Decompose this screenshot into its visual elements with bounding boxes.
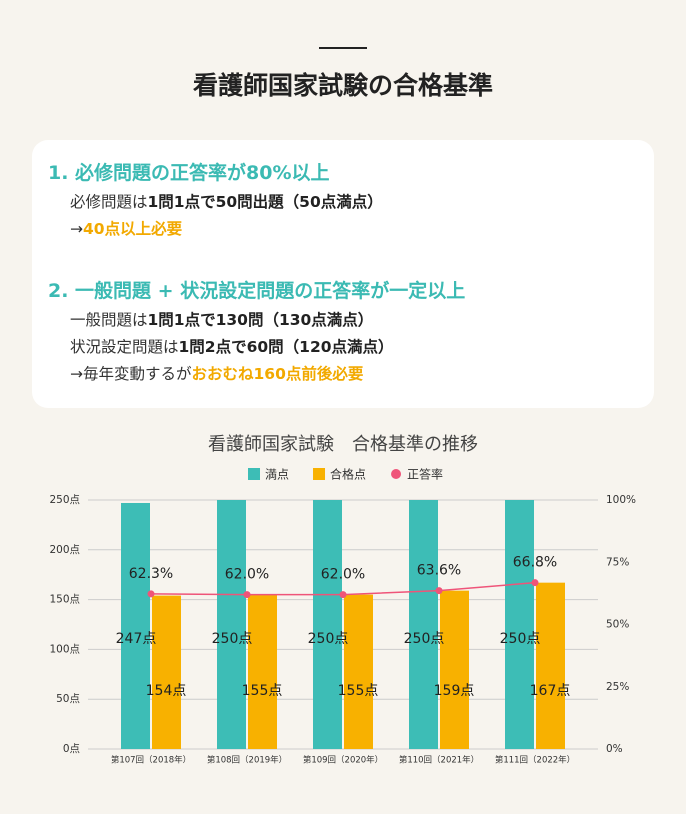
text-segment: 1問1点で130問（130点満点） xyxy=(147,311,374,329)
text-segment: 1問1点で50問出題（50点満点） xyxy=(147,193,383,211)
text-segment: →毎年変動するが xyxy=(70,365,192,383)
value-label: 62.3% xyxy=(129,566,173,582)
value-label: 159点 xyxy=(434,683,475,699)
value-label: 66.8% xyxy=(513,555,557,571)
x-tick-label: 第111回（2022年） xyxy=(495,755,575,766)
legend-label: 満点 xyxy=(265,468,289,482)
value-label: 62.0% xyxy=(225,567,269,583)
value-label: 250点 xyxy=(500,631,541,647)
text-segment: → xyxy=(70,220,83,238)
y2-tick-label: 100% xyxy=(606,494,636,506)
card-line: →40点以上必要 xyxy=(70,216,383,243)
y-tick-label: 0点 xyxy=(63,743,80,755)
bar xyxy=(505,500,534,749)
card-item: 2. 一般問題 + 状況設定問題の正答率が一定以上一般問題は1問1点で130問（… xyxy=(32,276,465,388)
line-point xyxy=(339,591,347,599)
value-label: 154点 xyxy=(146,683,187,699)
value-label: 167点 xyxy=(530,683,571,699)
y-tick-label: 250点 xyxy=(49,494,80,506)
y2-tick-label: 75% xyxy=(606,556,629,568)
chart-title: 看護師国家試験 合格基準の推移 xyxy=(208,434,478,455)
bar xyxy=(344,594,373,749)
value-label: 250点 xyxy=(212,631,253,647)
card-line: 状況設定問題は1問2点で60問（120点満点） xyxy=(70,334,465,361)
x-tick-label: 第110回（2021年） xyxy=(399,755,479,766)
value-label: 250点 xyxy=(404,631,445,647)
bar xyxy=(248,594,277,749)
line-point xyxy=(435,587,443,595)
page-title: 看護師国家試験の合格基準 xyxy=(192,71,493,100)
x-tick-label: 第109回（2020年） xyxy=(303,755,383,766)
card-item: 1. 必修問題の正答率が80%以上 必修問題は1問1点で50問出題（50点満点） →… xyxy=(32,158,383,243)
bar xyxy=(313,500,342,749)
divider xyxy=(319,47,367,49)
line-point xyxy=(243,591,251,599)
text-segment: 40点以上必要 xyxy=(83,220,183,238)
card-line: 一般問題は1問1点で130問（130点満点） xyxy=(70,307,465,334)
y-tick-label: 100点 xyxy=(49,643,80,655)
text-segment: 状況設定問題は xyxy=(70,338,179,356)
legend-marker xyxy=(313,468,326,480)
card-heading: 2. 一般問題 + 状況設定問題の正答率が一定以上 xyxy=(48,280,466,302)
bar xyxy=(440,590,469,749)
y2-tick-label: 25% xyxy=(606,681,629,693)
card-line: 必修問題は1問1点で50問出題（50点満点） xyxy=(70,189,383,216)
x-tick-label: 第107回（2018年） xyxy=(111,755,191,766)
legend-marker xyxy=(391,469,402,479)
card-heading: 1. 必修問題の正答率が80%以上 xyxy=(48,162,330,184)
legend-label: 合格点 xyxy=(330,467,366,482)
bar xyxy=(217,500,246,749)
text-segment: 一般問題は xyxy=(70,311,148,329)
value-label: 63.6% xyxy=(417,563,461,579)
value-label: 62.0% xyxy=(321,567,365,583)
value-label: 155点 xyxy=(242,683,283,699)
line-point xyxy=(147,590,155,598)
text-segment: 1問2点で60問（120点満点） xyxy=(178,338,394,356)
x-tick-label: 第108回（2019年） xyxy=(207,755,287,766)
legend-marker xyxy=(248,468,260,480)
card-line: →毎年変動するがおおむね160点前後必要 xyxy=(70,361,465,388)
y-tick-label: 200点 xyxy=(49,544,80,556)
value-label: 155点 xyxy=(338,683,379,699)
bar xyxy=(152,595,181,749)
bar xyxy=(409,500,438,749)
bar xyxy=(121,502,150,749)
value-label: 250点 xyxy=(308,631,349,647)
y-tick-label: 50点 xyxy=(56,693,80,705)
y-tick-label: 150点 xyxy=(49,594,80,606)
line-point xyxy=(531,579,539,587)
y2-tick-label: 50% xyxy=(606,619,629,631)
text-segment: おおむね160点前後必要 xyxy=(191,365,364,383)
legend-label: 正答率 xyxy=(407,467,443,482)
text-segment: 必修問題は xyxy=(70,193,148,211)
info-card: 1. 必修問題の正答率が80%以上 必修問題は1問1点で50問出題（50点満点） →… xyxy=(32,140,654,408)
value-label: 247点 xyxy=(116,631,157,647)
y2-tick-label: 0% xyxy=(606,743,623,755)
bar xyxy=(536,582,565,749)
